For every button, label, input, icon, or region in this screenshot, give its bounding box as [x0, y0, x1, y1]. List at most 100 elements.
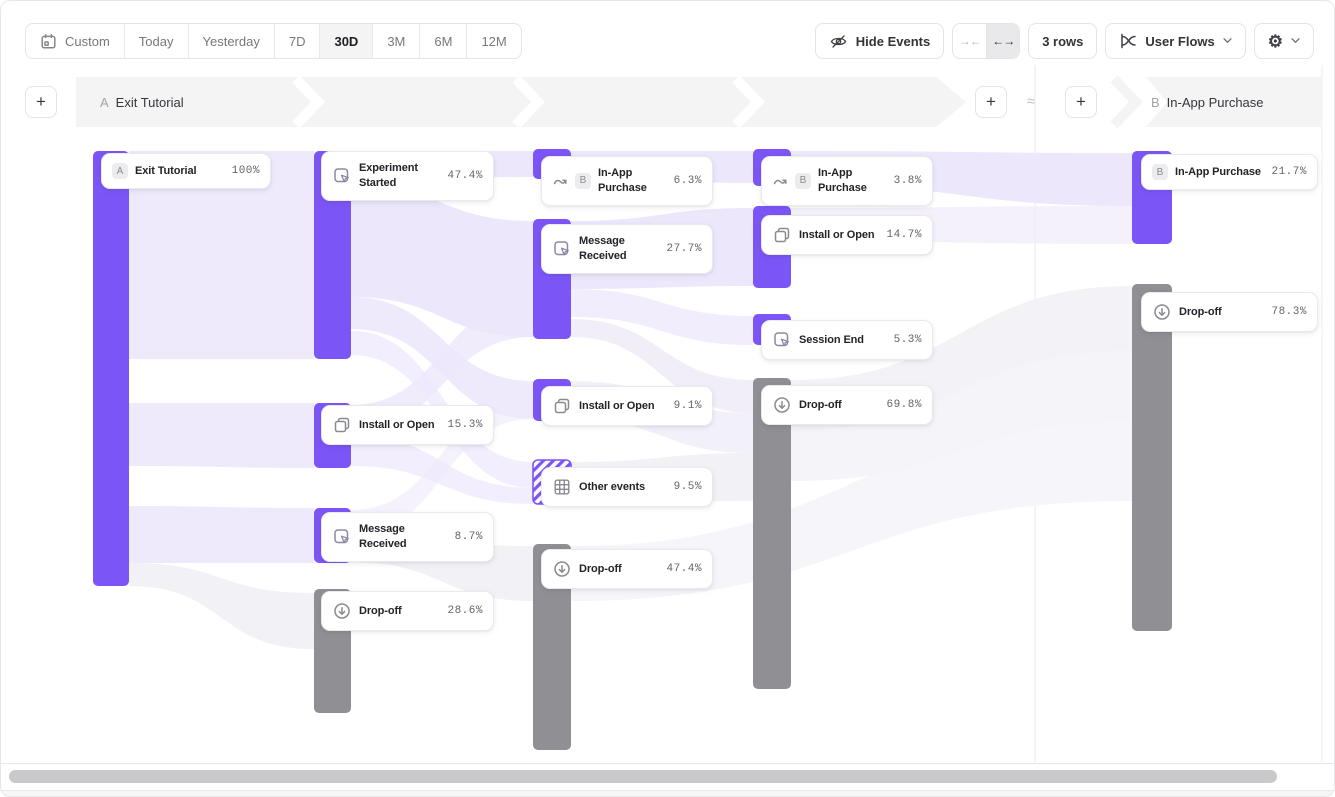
click-icon	[554, 241, 569, 256]
approx-glyph: ≈	[1027, 93, 1036, 110]
node-card-in-app-purchase-3[interactable]: B In-App Purchase 6.3%	[541, 156, 713, 206]
node-card-experiment-started[interactable]: Experiment Started 47.4%	[321, 151, 494, 201]
chevron-down-icon	[1223, 38, 1232, 43]
date-range-label: Yesterday	[202, 33, 260, 49]
event-b-badge: B	[1152, 164, 1168, 180]
expand-columns-button[interactable]: ←→	[986, 24, 1020, 58]
toolbar: Custom Today Yesterday 7D 30D 3M 6M 12M …	[25, 23, 1314, 59]
node-percent: 21.7%	[1271, 166, 1307, 178]
bar-experiment-started	[314, 151, 351, 359]
node-percent: 3.8%	[893, 174, 922, 187]
event-b-badge: B	[795, 172, 811, 189]
rows-button[interactable]: 3 rows	[1028, 23, 1098, 59]
add-step-button-mid-a[interactable]: +	[975, 86, 1007, 118]
date-range-label: 3M	[387, 33, 406, 49]
sankey-diagram	[93, 65, 1323, 762]
node-label: Drop-off	[359, 604, 402, 617]
copy-icon	[554, 398, 570, 414]
gear-icon: ⚙	[1267, 31, 1283, 51]
node-label: Install or Open	[799, 228, 875, 241]
date-range-today[interactable]: Today	[123, 24, 188, 58]
view-selector-label: User Flows	[1145, 33, 1215, 49]
node-percent: 15.3%	[447, 419, 483, 431]
node-label: Message Received	[359, 523, 407, 550]
node-percent: 47.4%	[666, 563, 702, 575]
node-card-message-received-2[interactable]: Message Received 8.7%	[321, 512, 494, 562]
user-flows-icon	[1121, 33, 1137, 49]
node-card-other-events[interactable]: Other events 9.5%	[541, 467, 713, 507]
date-range-label: 6M	[434, 33, 453, 49]
jump-icon	[773, 179, 787, 185]
plus-icon: +	[1076, 92, 1086, 111]
event-b-badge: B	[575, 172, 591, 189]
node-percent: 27.7%	[666, 242, 702, 255]
bar-dropoff-3	[533, 544, 571, 750]
flow-a-badge: A	[100, 94, 109, 110]
flow-a-label: Exit Tutorial	[115, 94, 184, 110]
date-range-custom[interactable]: Custom	[26, 24, 124, 58]
node-card-exit-tutorial[interactable]: A Exit Tutorial 100%	[101, 153, 271, 189]
node-card-in-app-purchase-b[interactable]: B In-App Purchase 21.7%	[1141, 154, 1318, 190]
hide-events-label: Hide Events	[855, 33, 931, 49]
flow-a-header[interactable]: A Exit Tutorial	[100, 92, 184, 112]
bar-exit-tutorial	[93, 151, 129, 586]
node-label: Message Received	[579, 235, 627, 262]
horizontal-scrollbar-thumb[interactable]	[9, 770, 1277, 783]
node-label: Install or Open	[359, 418, 435, 431]
date-range-yesterday[interactable]: Yesterday	[187, 24, 274, 58]
node-percent: 9.1%	[673, 400, 702, 412]
node-label: Other events	[579, 480, 646, 493]
node-card-dropoff-3[interactable]: Drop-off 47.4%	[541, 549, 713, 589]
node-percent: 6.3%	[673, 174, 702, 187]
node-label: Session End	[799, 333, 864, 346]
event-a-badge: A	[112, 163, 128, 179]
node-percent: 28.6%	[447, 605, 483, 617]
approx-gap-symbol: ≈	[1027, 93, 1035, 110]
date-range-30d-selected[interactable]: 30D	[319, 24, 373, 58]
date-range-label: 7D	[288, 33, 306, 49]
dropoff-icon	[1154, 304, 1170, 320]
node-card-session-end[interactable]: Session End 5.3%	[761, 320, 933, 360]
rows-label: 3 rows	[1042, 33, 1084, 49]
node-card-dropoff-4[interactable]: Drop-off 69.8%	[761, 385, 933, 425]
date-range-6m[interactable]: 6M	[419, 24, 466, 58]
eye-off-icon	[830, 34, 847, 48]
node-percent: 8.7%	[454, 530, 483, 543]
chevron-down-icon	[1291, 38, 1300, 43]
view-selector[interactable]: User Flows	[1105, 23, 1246, 59]
date-range-12m[interactable]: 12M	[466, 24, 520, 58]
grid-icon	[554, 479, 570, 495]
toolbar-right: Hide Events →← ←→ 3 rows User Flows ⚙	[814, 23, 1314, 59]
node-percent: 78.3%	[1271, 306, 1307, 318]
date-range-label: Custom	[65, 33, 110, 49]
dropoff-icon	[334, 603, 350, 619]
hide-events-button[interactable]: Hide Events	[814, 23, 945, 59]
scroll-divider	[1, 763, 1334, 764]
node-card-install-or-open-4[interactable]: Install or Open 14.7%	[761, 215, 933, 255]
settings-button[interactable]: ⚙	[1253, 23, 1314, 59]
node-label: Drop-off	[579, 562, 622, 575]
node-card-install-or-open-2[interactable]: Install or Open 15.3%	[321, 405, 494, 445]
node-card-dropoff-b[interactable]: Drop-off 78.3%	[1141, 292, 1318, 332]
collapse-columns-button[interactable]: →←	[953, 24, 986, 58]
date-range-3m[interactable]: 3M	[372, 24, 419, 58]
node-percent: 14.7%	[886, 229, 922, 241]
node-percent: 69.8%	[886, 399, 922, 411]
node-card-in-app-purchase-4[interactable]: B In-App Purchase 3.8%	[761, 156, 933, 206]
click-icon	[334, 168, 349, 183]
arrows-expand-icon: ←→	[992, 34, 1015, 48]
flow-b-header[interactable]: B In-App Purchase	[1151, 92, 1264, 112]
date-range-7d[interactable]: 7D	[273, 24, 320, 58]
flow-b-badge: B	[1151, 94, 1160, 110]
add-step-button-left[interactable]: +	[25, 86, 57, 118]
node-card-dropoff-2[interactable]: Drop-off 28.6%	[321, 591, 494, 631]
add-step-button-mid-b[interactable]: +	[1065, 86, 1097, 118]
plus-icon: +	[986, 92, 996, 111]
date-range-label: 30D	[334, 33, 359, 49]
node-label: Experiment Started	[359, 162, 418, 189]
node-label: In-App Purchase	[598, 167, 647, 194]
node-card-install-or-open-3[interactable]: Install or Open 9.1%	[541, 386, 713, 426]
node-card-message-received-3[interactable]: Message Received 27.7%	[541, 224, 713, 274]
node-label: In-App Purchase	[1175, 165, 1261, 178]
